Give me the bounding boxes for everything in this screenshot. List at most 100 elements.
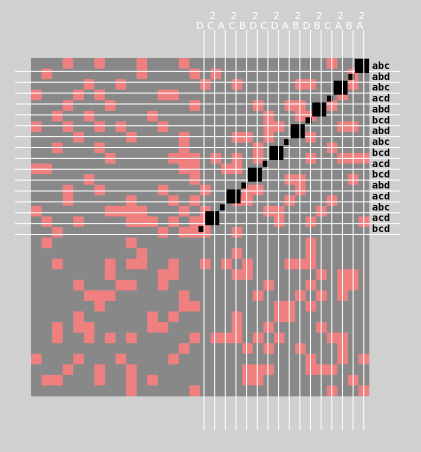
column-mark: 2 — [209, 11, 215, 22]
cell — [242, 131, 254, 143]
column-label: B — [314, 21, 321, 32]
cell — [62, 374, 74, 386]
cell — [200, 364, 211, 376]
cell — [83, 385, 95, 397]
cell — [200, 89, 211, 101]
cell — [62, 131, 74, 143]
cell — [295, 300, 306, 312]
cell — [31, 322, 42, 333]
cell — [252, 322, 264, 333]
cell — [252, 121, 264, 133]
cell — [73, 184, 85, 196]
cell — [83, 258, 95, 270]
cell — [73, 58, 85, 69]
cell — [83, 374, 95, 386]
cell — [62, 110, 74, 122]
cell — [221, 290, 232, 302]
cell — [305, 131, 317, 143]
row-label: bcd — [372, 148, 390, 159]
cell — [73, 248, 85, 259]
cell — [168, 216, 180, 228]
cell — [31, 269, 42, 281]
cell — [221, 79, 232, 90]
cell — [242, 258, 254, 270]
cell — [189, 68, 201, 80]
cell — [115, 343, 127, 355]
cell — [189, 58, 201, 69]
cell — [284, 322, 296, 333]
cell — [94, 58, 106, 69]
cell — [221, 269, 232, 281]
cell — [41, 343, 53, 355]
cell — [221, 227, 232, 238]
cell — [126, 184, 137, 196]
column-mark: 2 — [252, 11, 258, 22]
cell — [210, 100, 222, 112]
cell — [115, 290, 127, 302]
cell — [284, 227, 296, 238]
column-label: C — [324, 21, 331, 32]
cell — [94, 205, 106, 217]
cell — [31, 110, 42, 122]
row-label: bcd — [372, 224, 390, 235]
diagonal-marker — [312, 102, 327, 117]
cell — [126, 58, 137, 69]
cell — [31, 195, 42, 207]
cell — [273, 300, 285, 312]
cell — [295, 290, 306, 302]
cell — [284, 385, 296, 397]
cell — [31, 58, 42, 69]
cell — [94, 227, 106, 238]
cell — [94, 237, 106, 249]
cell — [263, 343, 275, 355]
cell — [62, 300, 74, 312]
cell — [62, 248, 74, 259]
cell — [104, 269, 116, 281]
column-mark: 2 — [337, 11, 343, 22]
cell — [62, 227, 74, 238]
cell — [147, 121, 159, 133]
cell — [263, 100, 275, 112]
cell — [242, 110, 254, 122]
cell — [168, 89, 180, 101]
cell — [178, 68, 190, 80]
cell — [168, 343, 180, 355]
cell — [189, 248, 201, 259]
cell — [94, 184, 106, 196]
cell — [83, 279, 95, 291]
cell — [157, 68, 169, 80]
cell — [273, 195, 285, 207]
cell — [168, 248, 180, 259]
cell — [263, 364, 275, 376]
diagonal-marker — [290, 124, 305, 139]
cell — [31, 205, 42, 217]
cell — [52, 374, 63, 386]
cell — [305, 184, 317, 196]
cell — [136, 322, 148, 333]
cell — [221, 237, 232, 249]
cell — [136, 300, 148, 312]
cell — [136, 58, 148, 69]
cell — [83, 89, 95, 101]
cell — [305, 205, 317, 217]
cell — [126, 269, 137, 281]
cell — [178, 279, 190, 291]
cell — [221, 205, 232, 217]
cell — [41, 311, 53, 323]
cell — [178, 205, 190, 217]
cell — [157, 290, 169, 302]
cell — [115, 332, 127, 344]
cell — [31, 364, 42, 376]
column-mark: 2 — [295, 11, 301, 22]
cell — [168, 68, 180, 80]
cell — [168, 100, 180, 112]
cell — [263, 332, 275, 344]
cell — [126, 374, 137, 386]
cell — [189, 353, 201, 365]
row-label: abc — [372, 137, 390, 148]
cell — [231, 89, 243, 101]
diagonal-marker — [284, 139, 291, 146]
cell — [273, 385, 285, 397]
cell — [73, 311, 85, 323]
column-mark: 2 — [231, 11, 237, 22]
